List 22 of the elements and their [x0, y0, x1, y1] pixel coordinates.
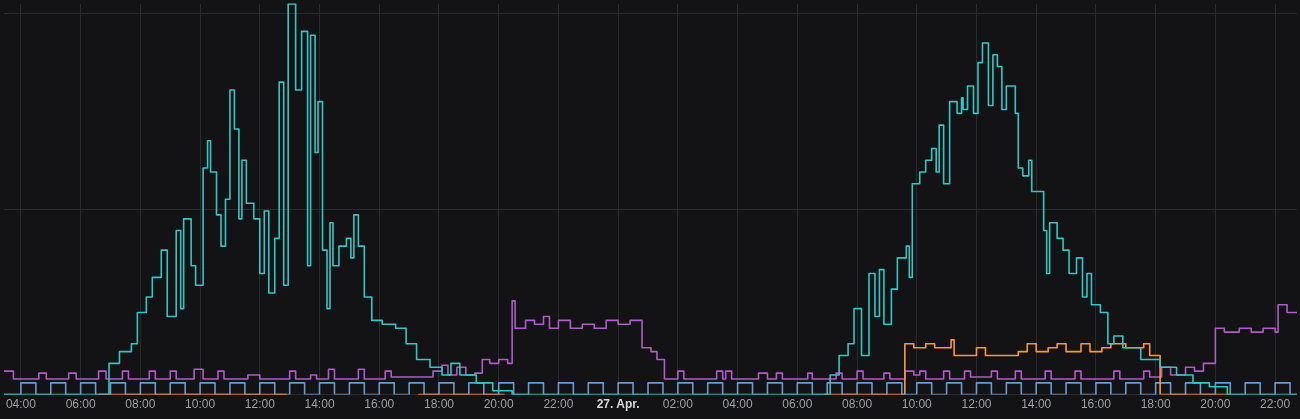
x-tick-label: 08:00: [125, 397, 156, 412]
x-tick-label: 18:00: [1140, 397, 1171, 412]
x-tick-label: 04:00: [722, 397, 753, 412]
x-tick-label: 18:00: [423, 397, 455, 412]
x-tick-label: 20:00: [1200, 397, 1231, 412]
x-tick-label: 08:00: [842, 397, 873, 412]
x-tick-label: 02:00: [662, 397, 694, 412]
x-tick-label: 16:00: [364, 397, 395, 412]
x-tick-label: 22:00: [543, 397, 574, 412]
x-tick-label: 27. Apr.: [596, 397, 640, 412]
x-tick-label: 20:00: [483, 397, 515, 412]
x-tick-label: 12:00: [244, 397, 276, 412]
x-tick-label: 16:00: [1080, 397, 1112, 412]
x-tick-label: 06:00: [65, 397, 96, 412]
x-tick-label: 14:00: [304, 397, 335, 412]
x-tick-label: 22:00: [1260, 397, 1291, 412]
x-tick-label: 12:00: [961, 397, 992, 412]
x-tick-label: 14:00: [1021, 397, 1052, 412]
x-tick-label: 04:00: [5, 397, 37, 412]
x-tick-label: 10:00: [901, 397, 933, 412]
x-tick-label: 10:00: [185, 397, 216, 412]
x-tick-label: 06:00: [782, 397, 813, 412]
